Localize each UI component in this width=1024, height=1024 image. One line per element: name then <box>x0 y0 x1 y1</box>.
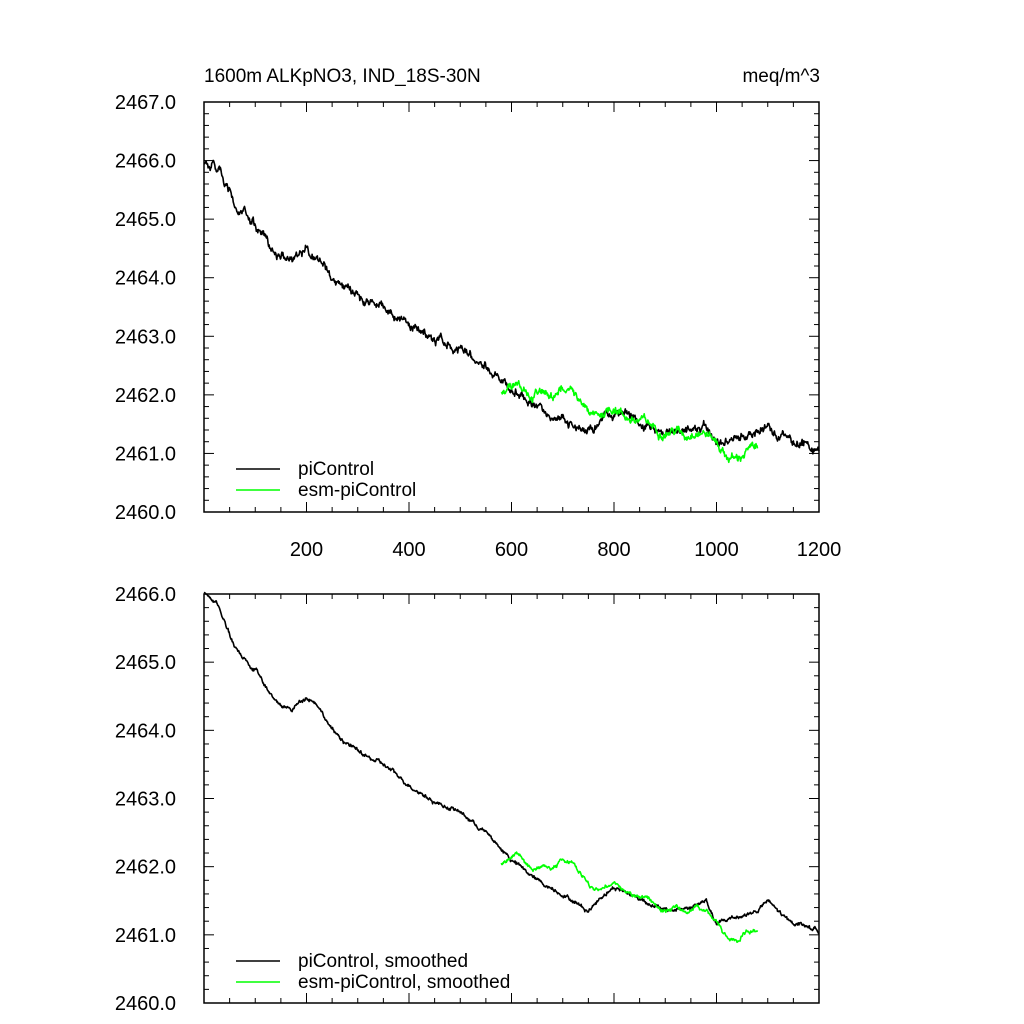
top-panel: 1600m ALKpNO3, IND_18S-30N meq/m^3 2460.… <box>115 66 841 561</box>
top-y-tick-labels: 2460.0 2461.0 2462.0 2463.0 2464.0 2465.0 2466… <box>115 92 176 524</box>
top-y-tick-label: 2463.0 <box>115 326 176 348</box>
bottom-panel: 2460.0 2461.0 2462.0 2463.0 2464.0 2465.0 2466… <box>115 584 820 1015</box>
bottom-y-tick-label: 2460.0 <box>115 993 176 1015</box>
top-x-tick-label: 200 <box>290 539 323 561</box>
bottom-legend: piControl, smoothed esm-piControl, smoot… <box>236 951 510 993</box>
bottom-y-tick-label: 2464.0 <box>115 720 176 742</box>
top-x-tick-labels: 200 400 600 800 1000 1200 <box>290 539 841 561</box>
top-x-tick-label: 1000 <box>694 539 739 561</box>
bottom-series-picontrol-smoothed <box>203 591 820 935</box>
top-y-tick-label: 2467.0 <box>115 92 176 114</box>
top-x-tick-label: 1200 <box>797 539 842 561</box>
bottom-plot-frame <box>203 593 820 1004</box>
top-x-tick-label: 600 <box>495 539 528 561</box>
bottom-y-tick-label: 2466.0 <box>115 584 176 606</box>
top-y-tick-label: 2462.0 <box>115 385 176 407</box>
top-axis-ticks <box>204 101 820 513</box>
top-plot-frame <box>203 101 820 513</box>
bottom-y-tick-labels: 2460.0 2461.0 2462.0 2463.0 2464.0 2465.0 2466… <box>115 584 176 1015</box>
top-x-tick-label: 400 <box>392 539 425 561</box>
bottom-y-tick-label: 2463.0 <box>115 789 176 811</box>
top-y-tick-label: 2460.0 <box>115 502 176 524</box>
bottom-series-esm-picontrol-smoothed <box>500 851 759 944</box>
bottom-legend-label-picontrol: piControl, smoothed <box>298 951 468 972</box>
bottom-y-tick-label: 2461.0 <box>115 925 176 947</box>
top-legend-label-picontrol: piControl <box>298 459 374 480</box>
top-legend: piControl esm-piControl <box>236 459 416 501</box>
top-y-tick-label: 2461.0 <box>115 443 176 465</box>
top-x-tick-label: 800 <box>597 539 630 561</box>
top-series-picontrol <box>203 159 820 455</box>
top-series-lines <box>203 159 820 464</box>
bottom-legend-label-esm-picontrol: esm-piControl, smoothed <box>298 972 510 993</box>
top-y-tick-label: 2464.0 <box>115 268 176 290</box>
bottom-y-tick-label: 2462.0 <box>115 857 176 879</box>
bottom-series-lines <box>203 591 820 944</box>
top-y-tick-label: 2465.0 <box>115 209 176 231</box>
top-chart-title: 1600m ALKpNO3, IND_18S-30N <box>204 66 481 87</box>
top-legend-label-esm-picontrol: esm-piControl <box>298 480 416 501</box>
top-chart-units: meq/m^3 <box>742 66 820 87</box>
top-y-tick-label: 2466.0 <box>115 151 176 173</box>
top-series-esm-picontrol <box>500 379 759 464</box>
bottom-axis-ticks <box>204 593 820 1004</box>
bottom-y-tick-label: 2465.0 <box>115 652 176 674</box>
